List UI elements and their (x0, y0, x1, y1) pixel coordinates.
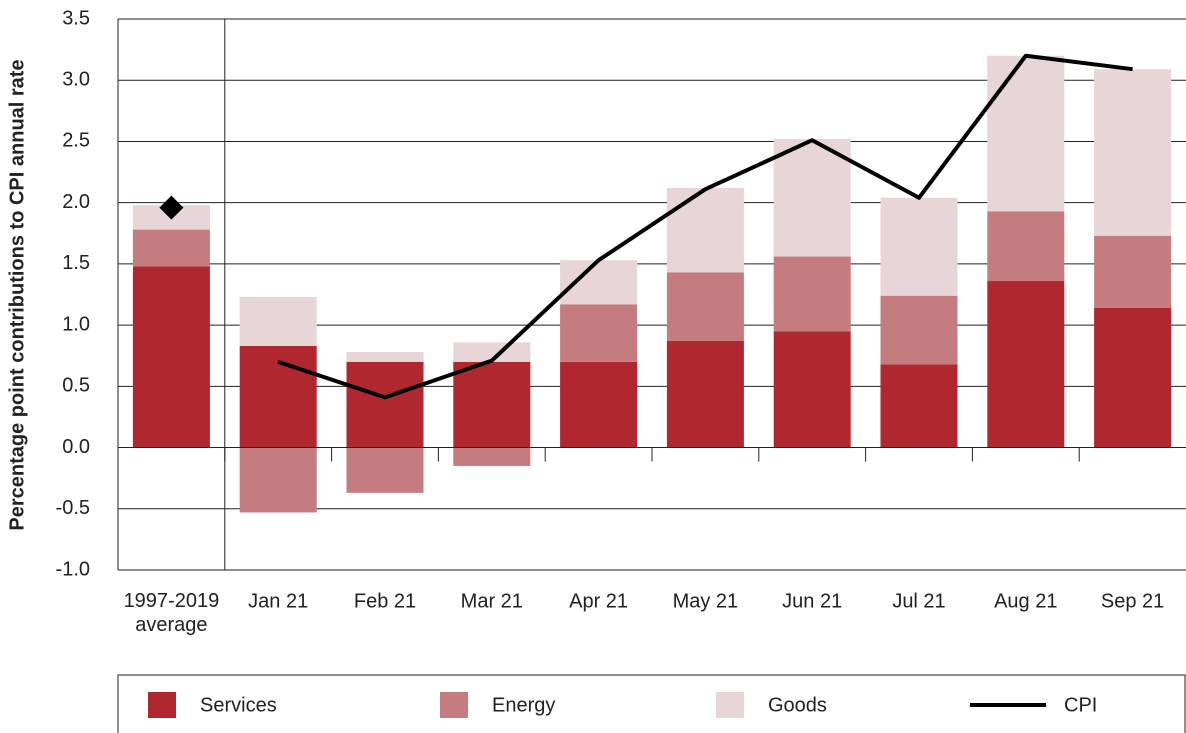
bar-segment (987, 211, 1065, 282)
bar-segment (346, 447, 424, 493)
y-tick-label: 1.5 (62, 252, 90, 274)
bar-segment (666, 272, 744, 342)
y-tick-label: 1.0 (62, 313, 90, 335)
bar-segment (773, 256, 851, 332)
legend-box (117, 674, 1186, 733)
bar-segment (239, 296, 317, 346)
bar-segment (560, 260, 638, 305)
bar-segment (773, 331, 851, 448)
bar-segment (666, 187, 744, 273)
x-tick-label-line: 1997-2019 (124, 590, 220, 612)
legend-swatch (716, 692, 744, 718)
y-tick-label: 2.0 (62, 191, 90, 213)
bar-segment (773, 138, 851, 257)
y-tick-label: 0.5 (62, 375, 90, 397)
x-tick-label: 1997-2019 average (124, 590, 220, 636)
bar-segment (1094, 235, 1172, 308)
x-tick-label: Mar 21 (461, 590, 523, 612)
x-tick-label: Jun 21 (782, 590, 842, 612)
y-tick-label: 3.5 (62, 7, 90, 29)
y-tick-label: 2.5 (62, 130, 90, 152)
x-tick-label: Sep 21 (1101, 590, 1164, 612)
bar-segment (880, 197, 958, 296)
x-tick-label: May 21 (673, 590, 739, 612)
bar-segment (880, 364, 958, 448)
bar-segment (880, 295, 958, 365)
legend-label: Services (200, 694, 277, 716)
x-tick-label-line: average (135, 614, 207, 636)
bar-segment (346, 352, 424, 362)
legend-swatch (148, 692, 176, 718)
legend-label: Goods (768, 694, 827, 716)
y-tick-label: -1.0 (56, 558, 90, 580)
bar-segment (132, 266, 210, 448)
bar-segment (453, 361, 531, 448)
y-tick-label: -0.5 (56, 497, 90, 519)
x-tick-label: Apr 21 (569, 590, 628, 612)
x-tick-label: Aug 21 (994, 590, 1057, 612)
x-tick-label: Jan 21 (248, 590, 308, 612)
x-tick-label: Feb 21 (354, 590, 416, 612)
legend-label: Energy (492, 694, 555, 716)
bar-segment (239, 345, 317, 448)
bar-segment (987, 281, 1065, 448)
y-axis-title: Percentage point contributions to CPI an… (6, 59, 28, 530)
x-tick-label: Jul 21 (892, 590, 945, 612)
bar-segment (453, 447, 531, 466)
legend-label: CPI (1064, 694, 1097, 716)
bar-segment (346, 361, 424, 448)
legend-swatch (440, 692, 468, 718)
bar-segment (453, 342, 531, 362)
bar-segment (1094, 307, 1172, 448)
y-tick-label: 3.0 (62, 69, 90, 91)
cpi-marker (159, 195, 184, 220)
bar-segment (666, 341, 744, 448)
bar-segment (987, 55, 1065, 212)
bar-segment (560, 361, 638, 448)
bar-segment (132, 229, 210, 267)
bar-segment (560, 304, 638, 362)
cpi-line (277, 53, 1133, 400)
bar-segment (1094, 69, 1172, 236)
bar-segment (239, 447, 317, 513)
y-tick-label: 0.0 (62, 436, 90, 458)
